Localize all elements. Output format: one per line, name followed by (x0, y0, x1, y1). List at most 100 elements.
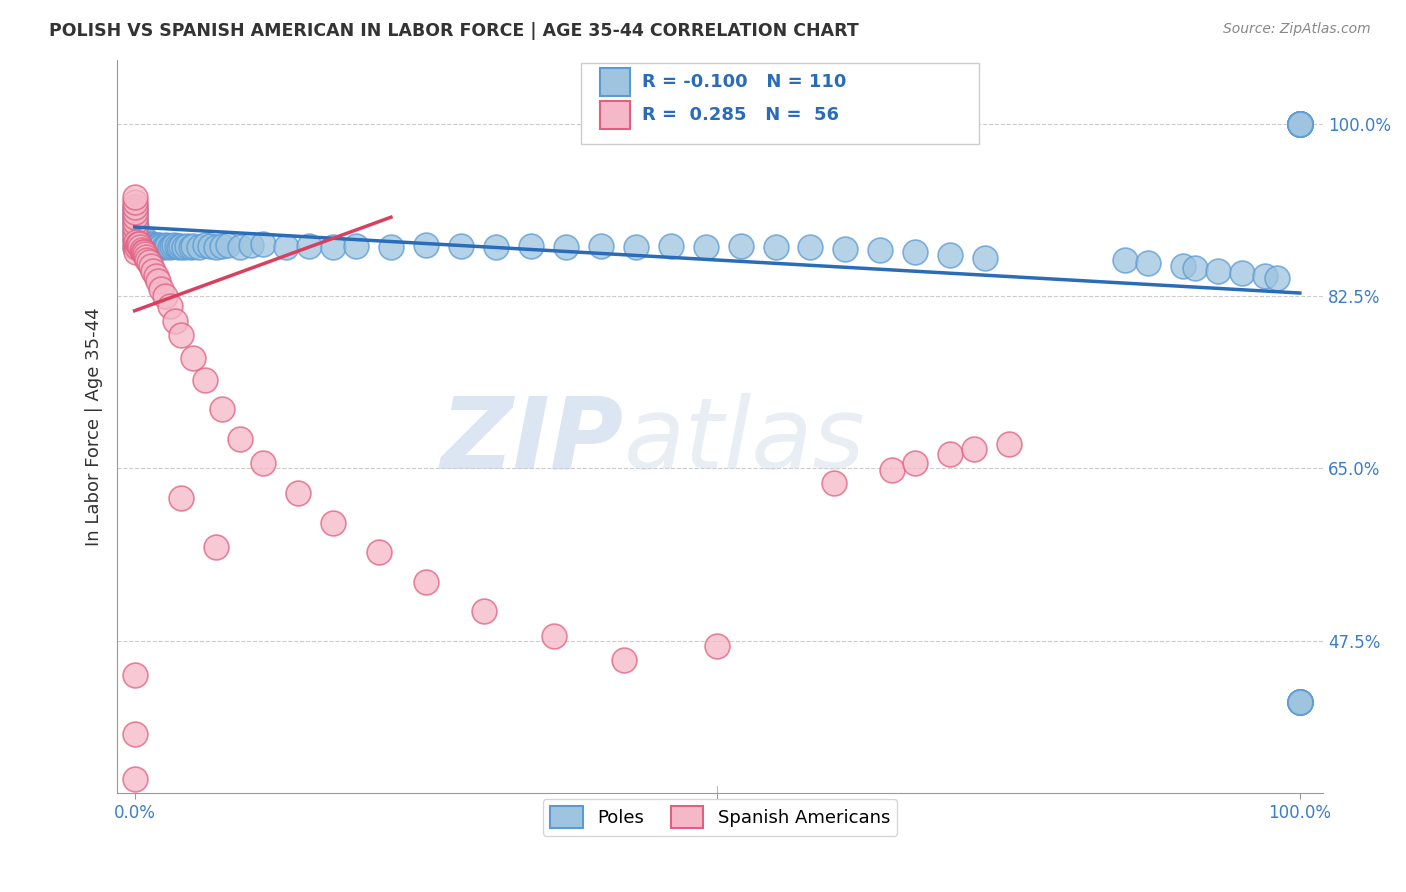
Point (125, 233, 148, 247)
Point (124, 210, 146, 224)
Point (287, 486, 309, 500)
Point (129, 240, 152, 254)
Point (695, 240, 717, 254)
Text: R = -0.100   N = 110: R = -0.100 N = 110 (641, 73, 846, 91)
Point (136, 252, 159, 267)
Point (148, 237, 170, 252)
Point (125, 240, 148, 254)
Point (974, 251, 997, 265)
Point (139, 236, 162, 251)
Point (128, 233, 150, 247)
Point (200, 238, 222, 252)
Point (589, 238, 612, 252)
Point (252, 457, 274, 471)
Point (163, 237, 186, 252)
Point (1265, 271, 1288, 285)
Point (135, 233, 157, 247)
Point (150, 282, 173, 296)
Point (124, 195, 146, 210)
Bar (599, 69, 630, 96)
Point (146, 238, 169, 252)
Point (167, 240, 190, 254)
Point (159, 299, 181, 313)
Point (194, 373, 217, 387)
Point (125, 244, 148, 259)
Point (1288, 117, 1310, 131)
Point (1288, 117, 1310, 131)
Point (1288, 695, 1310, 709)
Point (146, 274, 169, 288)
Point (939, 446, 962, 460)
Point (132, 235, 155, 249)
Point (415, 574, 437, 589)
Point (125, 227, 148, 241)
Point (1173, 260, 1195, 274)
Point (211, 238, 233, 252)
Point (765, 240, 787, 254)
Text: R =  0.285   N =  56: R = 0.285 N = 56 (641, 106, 839, 124)
Point (472, 604, 495, 618)
Point (706, 639, 728, 653)
Point (145, 269, 167, 284)
Point (127, 236, 149, 251)
Point (124, 227, 146, 241)
Point (194, 237, 217, 252)
Legend: Poles, Spanish Americans: Poles, Spanish Americans (543, 799, 897, 836)
Point (1288, 117, 1310, 131)
Point (187, 240, 209, 254)
Point (520, 238, 543, 252)
Point (298, 238, 321, 252)
Point (142, 264, 165, 278)
Point (124, 215, 146, 229)
Point (1288, 117, 1310, 131)
Point (125, 240, 148, 254)
Point (880, 463, 903, 477)
Point (124, 210, 146, 224)
Point (1288, 117, 1310, 131)
Point (149, 240, 172, 254)
Point (205, 240, 228, 254)
Point (160, 238, 183, 252)
Point (134, 240, 156, 254)
Point (124, 668, 146, 682)
Point (322, 516, 344, 530)
Point (155, 237, 177, 252)
Point (165, 313, 187, 327)
Point (135, 250, 157, 264)
Point (173, 240, 195, 254)
Point (554, 240, 576, 254)
Point (997, 436, 1019, 450)
Point (823, 476, 845, 491)
Point (904, 244, 927, 259)
Point (252, 236, 274, 251)
Point (124, 190, 146, 204)
Point (124, 200, 146, 214)
Point (124, 233, 146, 247)
Point (1230, 266, 1253, 280)
Point (143, 240, 166, 254)
FancyBboxPatch shape (582, 63, 980, 144)
Point (135, 240, 157, 254)
Text: POLISH VS SPANISH AMERICAN IN LABOR FORCE | AGE 35-44 CORRELATION CHART: POLISH VS SPANISH AMERICAN IN LABOR FORC… (49, 22, 859, 40)
Point (939, 247, 962, 261)
Point (136, 240, 159, 254)
Point (962, 442, 984, 456)
Point (415, 237, 437, 252)
Point (344, 238, 367, 252)
Point (228, 432, 250, 446)
Point (132, 244, 155, 259)
Point (153, 289, 176, 303)
Point (613, 653, 636, 667)
Point (799, 240, 821, 254)
Point (156, 238, 179, 252)
Point (176, 238, 198, 252)
Point (124, 772, 146, 786)
Point (180, 240, 202, 254)
Text: atlas: atlas (624, 392, 865, 490)
Point (124, 222, 146, 236)
Point (1288, 117, 1310, 131)
Point (124, 205, 146, 219)
Point (125, 230, 148, 244)
Point (139, 240, 162, 254)
Point (730, 238, 752, 252)
